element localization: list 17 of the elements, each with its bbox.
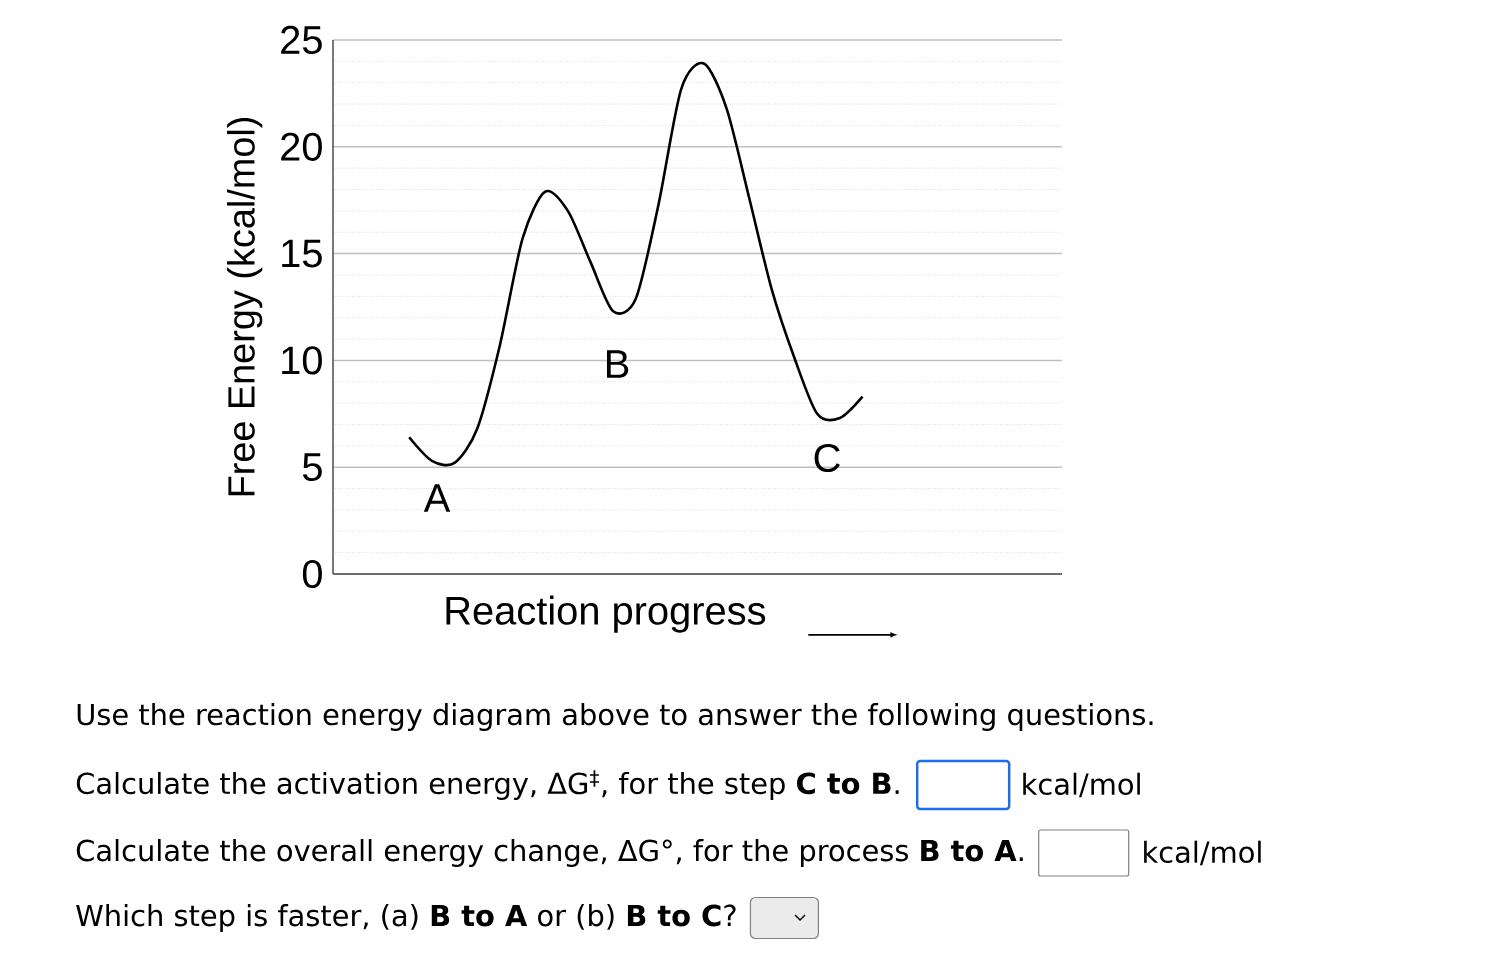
- text: kcal/mol: [1144, 840, 1261, 866]
- annotation: C: [814, 443, 840, 473]
- x-axis-title: Reaction progress: [446, 595, 766, 633]
- text: Use the reaction energy diagram above to answer the following questions.: [77, 703, 1153, 731]
- y-tick-label: 5: [302, 453, 322, 482]
- text: Calculate the overall energy change, ΔG°, for the process B to A.: [76, 839, 1023, 867]
- text: Calculate the activation energy, ΔG$^{‡}$, for the step C to B.: [76, 770, 899, 800]
- y-tick-label: 15: [282, 239, 322, 268]
- annotation: B: [606, 350, 629, 378]
- text: kcal/mol: [1023, 772, 1140, 798]
- y-tick-label: 20: [281, 132, 322, 161]
- y-tick-label: 25: [281, 25, 322, 55]
- text: Which step is faster, (a) B to A or (b) B to C?: [76, 904, 736, 932]
- y-tick-label: 10: [282, 346, 322, 375]
- y-axis-title: Free Energy (kcal/mol): [227, 117, 263, 496]
- annotation: A: [423, 484, 451, 512]
- y-tick-label: 0: [302, 559, 322, 589]
